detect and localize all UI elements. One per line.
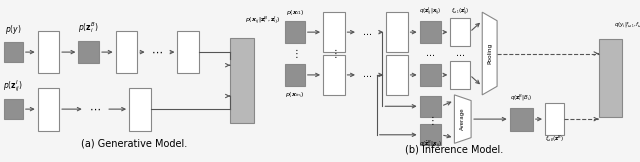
Bar (230, 38, 254, 123)
Text: $q(\hat{\mathbf{z}}_{ij}^B|\boldsymbol{x}_{ij})$: $q(\hat{\mathbf{z}}_{ij}^B|\boldsymbol{x… (419, 139, 442, 151)
Bar (420, 21, 441, 43)
Text: $\vdots$: $\vdots$ (330, 47, 337, 60)
Text: $q(\mathbf{z}_i^B|B_i)$: $q(\mathbf{z}_i^B|B_i)$ (510, 93, 532, 103)
Text: $p(\boldsymbol{x}_{in_i})$: $p(\boldsymbol{x}_{in_i})$ (285, 90, 305, 100)
Text: $\cdots$: $\cdots$ (362, 28, 372, 37)
Text: (b) Inference Model.: (b) Inference Model. (405, 144, 504, 154)
Text: $f_{\omega_1}(\mathbf{z}_{ij}^I)$: $f_{\omega_1}(\mathbf{z}_{ij}^I)$ (451, 6, 469, 18)
Bar (451, 18, 470, 46)
Bar (4, 99, 23, 119)
Text: $\cdots$: $\cdots$ (362, 70, 372, 79)
Bar (386, 12, 408, 52)
Bar (177, 31, 199, 74)
Bar (509, 108, 532, 131)
Bar (451, 61, 470, 89)
Polygon shape (483, 12, 497, 95)
Bar (129, 88, 150, 131)
Bar (420, 64, 441, 86)
Text: $p(\boldsymbol{x}_{ij}|\mathbf{z}_i^B, \mathbf{z}_{ij}^I)$: $p(\boldsymbol{x}_{ij}|\mathbf{z}_i^B, \… (244, 15, 280, 27)
Text: (a) Generative Model.: (a) Generative Model. (81, 138, 188, 148)
Bar (545, 103, 564, 135)
Text: $\cdots$: $\cdots$ (425, 49, 435, 58)
Bar (116, 31, 137, 74)
Polygon shape (454, 95, 471, 143)
Bar (285, 64, 305, 86)
Text: $\vdots$: $\vdots$ (427, 114, 434, 127)
Bar (285, 21, 305, 43)
Text: $p(y)$: $p(y)$ (5, 23, 22, 36)
Bar (598, 39, 622, 117)
Text: $\cdots$: $\cdots$ (90, 104, 101, 114)
Text: $p(\boldsymbol{x}_{i1})$: $p(\boldsymbol{x}_{i1})$ (285, 8, 304, 17)
Text: $q(y_i|f_{\omega_1}, f_{\omega_B}(\mathbf{z}^B))$: $q(y_i|f_{\omega_1}, f_{\omega_B}(\mathb… (614, 20, 640, 30)
Bar (386, 55, 408, 95)
Text: Average: Average (460, 108, 465, 130)
Bar (4, 42, 23, 62)
Text: $p(\mathbf{z}_i^B)$: $p(\mathbf{z}_i^B)$ (78, 20, 99, 35)
Bar (323, 12, 344, 52)
Text: $\cdots$: $\cdots$ (455, 49, 465, 58)
Bar (38, 88, 59, 131)
Bar (420, 124, 441, 145)
Bar (420, 96, 441, 117)
Text: $\cdots$: $\cdots$ (151, 47, 163, 57)
Bar (78, 41, 99, 63)
Text: Pooling: Pooling (487, 43, 492, 64)
Text: $f_{\omega_B}(\mathbf{z}^B)$: $f_{\omega_B}(\mathbf{z}^B)$ (545, 134, 564, 145)
Text: $q(\mathbf{z}_{ij}^I|\boldsymbol{x}_{ij})$: $q(\mathbf{z}_{ij}^I|\boldsymbol{x}_{ij}… (419, 6, 442, 18)
Bar (38, 31, 59, 74)
Text: $\vdots$: $\vdots$ (291, 47, 298, 60)
Bar (323, 55, 344, 95)
Text: $p(\mathbf{z}_{ij}^I)$: $p(\mathbf{z}_{ij}^I)$ (3, 79, 24, 94)
